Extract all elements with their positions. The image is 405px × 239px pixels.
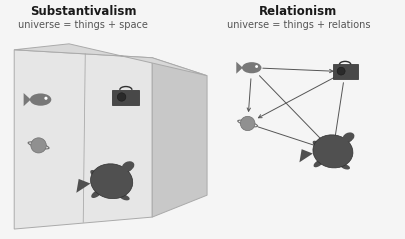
Ellipse shape — [342, 132, 354, 142]
Circle shape — [44, 97, 47, 100]
FancyBboxPatch shape — [112, 90, 139, 105]
Polygon shape — [14, 50, 152, 229]
Polygon shape — [76, 179, 90, 193]
Polygon shape — [236, 62, 242, 74]
Ellipse shape — [312, 141, 321, 149]
Circle shape — [240, 116, 254, 131]
Ellipse shape — [91, 190, 101, 198]
Polygon shape — [23, 93, 31, 106]
Ellipse shape — [122, 167, 132, 173]
Text: universe = things + space: universe = things + space — [18, 20, 148, 30]
Circle shape — [117, 93, 126, 101]
Ellipse shape — [312, 135, 352, 168]
Ellipse shape — [90, 164, 132, 199]
Ellipse shape — [313, 160, 322, 167]
Text: Substantivalism: Substantivalism — [30, 5, 136, 18]
Ellipse shape — [122, 161, 134, 171]
Text: Relationism: Relationism — [259, 5, 337, 18]
Ellipse shape — [30, 93, 51, 106]
Text: universe = things + relations: universe = things + relations — [226, 20, 369, 30]
Ellipse shape — [119, 195, 129, 200]
Ellipse shape — [90, 170, 100, 179]
Circle shape — [254, 65, 258, 68]
Ellipse shape — [342, 138, 352, 143]
Ellipse shape — [241, 62, 261, 73]
FancyBboxPatch shape — [332, 65, 357, 79]
Polygon shape — [14, 44, 207, 76]
Polygon shape — [298, 149, 312, 162]
Circle shape — [31, 138, 46, 153]
Polygon shape — [152, 58, 207, 217]
Circle shape — [336, 67, 344, 75]
Ellipse shape — [339, 164, 349, 169]
